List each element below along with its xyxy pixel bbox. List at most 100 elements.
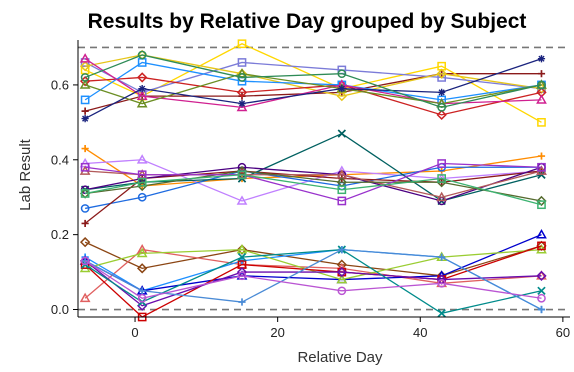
series-1-point-5 [537, 118, 546, 127]
series-11-point-1 [136, 154, 148, 164]
series-line-12 [85, 166, 542, 210]
series-8-point-1 [138, 85, 146, 93]
series-6 [79, 53, 547, 112]
y-axis-label: Lab Result [17, 138, 34, 211]
series-16-point-4 [436, 191, 448, 202]
series-27-point-5 [537, 286, 546, 295]
series-line-15 [85, 166, 542, 202]
series-line-9 [84, 54, 542, 109]
x-tick-label-0: 0 [131, 325, 138, 340]
series-29-point-1 [137, 293, 147, 303]
series-20 [79, 236, 547, 281]
series-14-point-3 [337, 129, 347, 138]
x-tick-label-3: 60 [556, 325, 570, 340]
series-line-3 [85, 54, 542, 97]
series-18-point-0 [80, 162, 90, 172]
series-25-point-5 [537, 241, 546, 251]
series-19-point-3 [337, 185, 347, 195]
y-tick-label-3: 0.6 [51, 77, 69, 92]
series-6-point-0 [79, 53, 91, 63]
series-27 [80, 245, 546, 318]
axes: 0 20 40 60 0.0 0.2 0.4 0.6 [51, 40, 570, 340]
series-23 [79, 229, 547, 295]
series-6-point-2 [236, 101, 248, 112]
series-29-point-4 [437, 278, 447, 288]
series-28-point-2 [238, 298, 246, 306]
series-20-point-2 [236, 244, 248, 255]
series-9-point-4 [437, 103, 447, 112]
series-8-point-2 [238, 100, 246, 108]
series-13-point-0 [81, 219, 89, 228]
series-3-point-4 [436, 68, 447, 79]
series-0-point-0 [81, 107, 89, 115]
series-line-4 [85, 76, 542, 116]
series-line-27 [84, 248, 542, 314]
series-18-point-4 [437, 159, 447, 168]
series-19-point-1 [137, 177, 147, 187]
series-18-point-5 [537, 162, 546, 172]
series-24-point-3 [336, 273, 348, 284]
series-24-point-1 [136, 247, 148, 258]
series-line-1 [84, 43, 542, 123]
series-line-17 [85, 170, 542, 202]
series-line-21 [84, 248, 542, 299]
series-line-25 [84, 245, 542, 318]
series-20-point-0 [79, 236, 91, 248]
series-6-point-5 [536, 94, 547, 104]
series-28-point-0 [81, 257, 89, 265]
x-tick-label-2: 40 [413, 325, 427, 340]
series-19-point-5 [537, 200, 546, 210]
series-29-point-2 [237, 271, 247, 281]
series-9 [80, 50, 546, 112]
series-19 [80, 170, 546, 210]
reference-lines [78, 46, 570, 311]
series-11-point-2 [236, 195, 248, 205]
series-28 [81, 246, 546, 314]
series-8-point-3 [338, 85, 346, 93]
series-line-7 [84, 73, 542, 105]
series-line-29 [84, 260, 542, 299]
series-12-point-0 [80, 204, 90, 213]
series-29 [80, 256, 546, 303]
series-line-22 [84, 248, 542, 311]
series-29-point-0 [80, 256, 90, 266]
y-tick-label-2: 0.4 [51, 152, 69, 167]
series-27-point-2 [237, 252, 247, 262]
series-10-point-0 [81, 144, 89, 153]
y-tick-label-1: 0.2 [51, 227, 69, 242]
series-0-point-5 [537, 70, 546, 78]
series-24-point-2 [236, 244, 248, 254]
series-17-point-1 [137, 180, 148, 192]
series-9-point-2 [237, 73, 247, 82]
series-23-point-5 [536, 229, 547, 239]
series-3-point-0 [79, 61, 91, 72]
series-17-point-4 [436, 177, 447, 188]
series-line-19 [85, 174, 542, 206]
series-line-24 [84, 248, 542, 281]
series-8-point-5 [537, 55, 546, 63]
series-line-8 [84, 58, 542, 120]
series-4-point-1 [137, 72, 148, 83]
series-26-point-5 [536, 270, 547, 281]
series-1 [80, 39, 546, 127]
series-1-point-2 [237, 39, 247, 49]
series-11 [79, 154, 547, 205]
y-tick-label-0: 0.0 [51, 302, 69, 317]
series-line-0 [84, 73, 542, 112]
series-layer [79, 39, 547, 322]
series-line-2 [84, 61, 542, 94]
series-4-point-2 [236, 87, 248, 98]
series-line-18 [85, 162, 542, 202]
series-19-point-4 [437, 174, 447, 183]
series-3-point-3 [336, 90, 347, 102]
series-9-point-5 [537, 80, 546, 90]
series-10-point-5 [537, 152, 546, 160]
series-27-point-4 [437, 309, 446, 318]
series-8-point-4 [438, 88, 446, 97]
series-line-11 [85, 159, 542, 202]
series-29-point-3 [337, 286, 347, 296]
series-4-point-4 [436, 109, 447, 121]
series-28-point-4 [438, 253, 446, 261]
series-28-point-3 [338, 246, 346, 254]
x-axis-label: Relative Day [297, 349, 383, 366]
